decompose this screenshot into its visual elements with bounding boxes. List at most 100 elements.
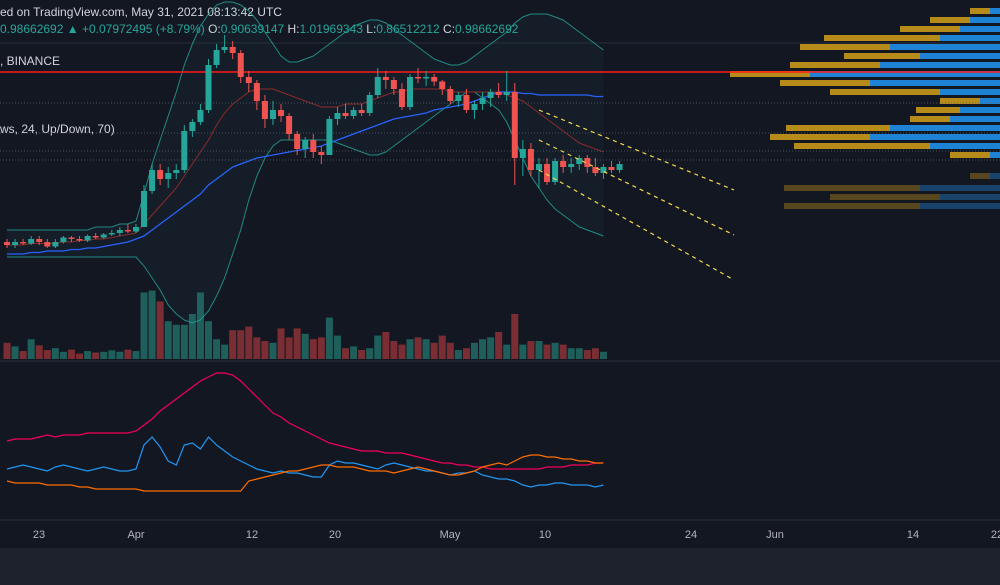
volume-bar [462,348,470,359]
volume-bar [446,342,454,359]
volume-bar [180,324,188,359]
volume-bar [398,344,406,359]
indicator-legend: ws, 24, Up/Down, 70) [0,122,115,136]
volume-bar [43,350,51,359]
volume-bar [237,330,245,359]
x-tick-label: 20 [329,529,341,541]
volume-bar [148,290,156,359]
vp-row-down [916,107,960,113]
candle-body [189,122,196,131]
candle-body [447,89,454,101]
candle-body [592,167,599,173]
volume-bar [301,333,309,359]
candle-body [495,92,502,95]
vp-row-down [784,185,920,191]
x-tick-label: 14 [907,529,919,541]
volume-bar [495,332,503,359]
bollinger-bands [7,1,604,324]
vp-row-down [844,53,920,59]
vp-row-down [900,26,960,32]
volume-bar [414,337,422,359]
candle-body [366,95,373,113]
x-tick-label: 22 [991,529,1000,541]
candle-body [76,239,83,241]
descending-channel [538,109,735,281]
vp-row-up [940,35,1000,41]
volume-bar [470,342,478,359]
volume-bar [269,342,277,359]
candle-body [261,101,268,119]
candle-body [374,77,381,95]
volume-bar [188,314,196,359]
dmi-indicator [6,372,604,492]
volume-bar [438,335,446,359]
bb-fill [7,2,604,323]
vp-row-up [890,44,1000,50]
published-line: ed on TradingView.com, May 31, 2021 08:1… [0,5,282,19]
vp-row-down [800,44,890,50]
open-label: O: [208,22,221,36]
candle-body [28,239,35,244]
vp-row-up [920,185,1000,191]
volume-bar [213,339,221,359]
candle-body [527,149,534,170]
x-tick-label: 23 [33,529,45,541]
vp-row-down [824,35,940,41]
candlesticks [4,35,623,248]
candle-body [181,131,188,170]
volume-bar [309,339,317,359]
volume-bar [342,348,350,359]
candle-body [141,191,148,227]
candle-body [197,110,204,122]
candle-body [471,104,478,110]
bottom-toolbar [0,548,1000,585]
volume-bar [51,348,59,359]
vp-row-down [780,80,870,86]
volume-bar [430,342,438,359]
vp-row-up [890,125,1000,131]
candle-body [173,170,180,173]
candle-body [20,242,27,244]
volume-bar [124,349,132,359]
volume-bar [285,337,293,359]
volume-bar [92,352,100,359]
volume-bar [11,346,19,359]
last-price: 0.98662692 [0,22,64,36]
published-text: ed on TradingView.com, May 31, 2021 08:1… [0,5,282,19]
x-tick-label: 24 [685,529,697,541]
candle-body [431,77,438,82]
vp-row-down [730,71,810,77]
candle-body [237,53,244,77]
candle-body [92,236,99,238]
vp-row-up [990,173,1000,179]
volume-bar [67,349,75,359]
candle-body [278,110,285,116]
vp-row-down [940,98,980,104]
candle-body [350,110,357,116]
candle-body [245,77,252,83]
vp-row-up [810,71,1000,77]
volume-bar [535,341,543,359]
di-minus-line [6,454,604,492]
time-axis: 23 Apr 12 20 May 10 24 Jun 14 22 [33,529,1000,541]
candle-body [116,230,123,233]
vp-row-down [830,194,940,200]
close-label: C: [443,22,456,36]
candle-body [149,170,156,191]
candle-body [552,161,559,182]
vp-row-up [990,8,1000,14]
volume-bar [511,314,519,359]
vp-row-down [786,125,890,131]
x-tick-label: 10 [539,529,551,541]
candle-body [576,158,583,164]
x-tick-label: May [440,529,461,541]
candle-body [358,110,365,113]
bb-upper-line [7,1,604,231]
volume-bar [333,335,341,359]
candle-body [294,134,301,149]
vp-row-up [930,143,1000,149]
change-up-icon: ▲ [66,22,79,36]
volume-bar [583,350,591,359]
volume-bar [3,342,11,359]
